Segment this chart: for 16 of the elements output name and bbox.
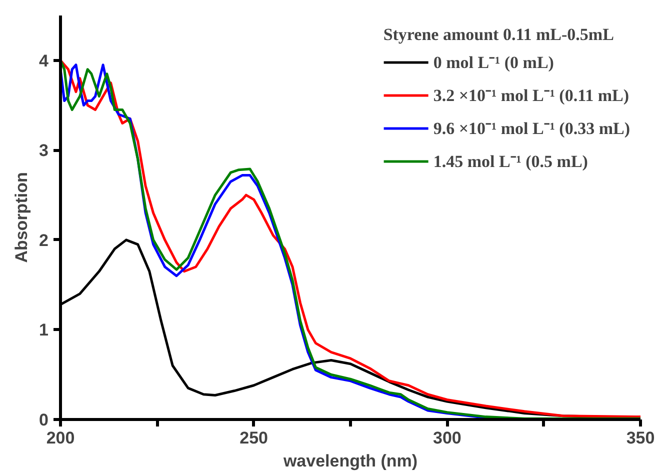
x-tick-label: 250 (240, 428, 268, 448)
y-axis-title: Absorption (12, 172, 32, 263)
legend-label: 9.6 ×10⁻¹ mol L⁻¹ (0.33 mL) (433, 118, 630, 139)
legend-title: Styrene amount 0.11 mL-0.5mL (383, 25, 615, 45)
y-tick-label: 4 (39, 51, 50, 70)
x-tick-label: 300 (432, 428, 462, 448)
x-tick-label: 350 (626, 428, 655, 448)
y-tick-label: 3 (39, 141, 49, 160)
legend-label: 0 mol L⁻¹ (0 mL) (433, 52, 554, 73)
legend-label: 3.2 ×10⁻¹ mol L⁻¹ (0.11 mL) (433, 85, 630, 106)
y-tick-label: 0 (39, 410, 49, 430)
y-tick-label: 1 (39, 320, 49, 340)
y-tick-label: 2 (39, 230, 49, 250)
legend-label: 1.45 mol L⁻¹ (0.5 mL) (433, 151, 588, 172)
x-axis-title: wavelength (nm) (282, 452, 418, 470)
x-tick-label: 200 (46, 428, 75, 448)
